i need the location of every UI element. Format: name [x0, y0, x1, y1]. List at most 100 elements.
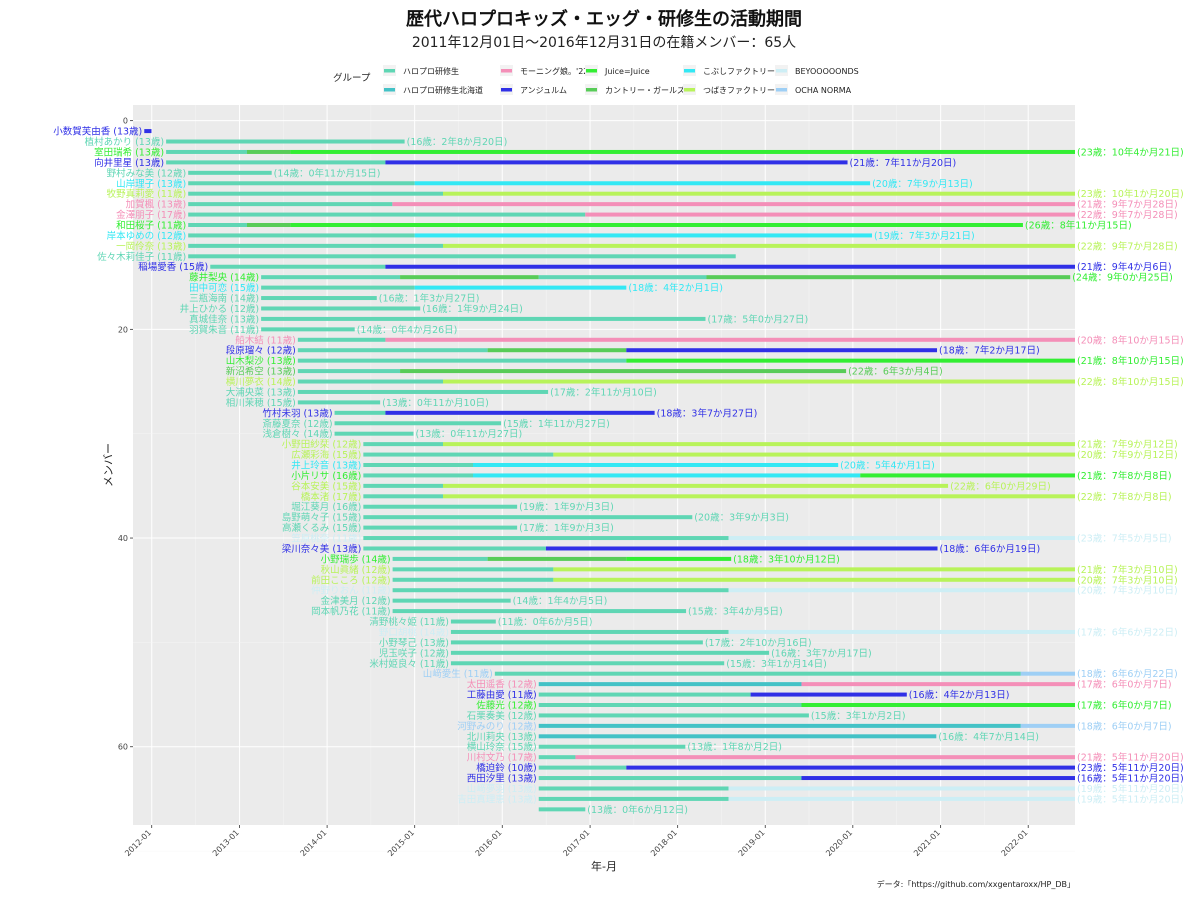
- bar-end-label: (16歳：4年7か月14日): [938, 731, 1039, 743]
- member-bar: [246, 149, 291, 154]
- member-bar: [538, 786, 729, 791]
- chart-title: 歴代ハロプロキッズ・エッグ・研修生の活動期間: [406, 8, 802, 30]
- member-bar: [297, 369, 401, 374]
- bar-end-label: (20歳：7年9か月12日): [1077, 449, 1178, 461]
- member-bar: [363, 536, 729, 541]
- member-bar: [392, 556, 488, 561]
- member-bar: [297, 337, 386, 342]
- bar-end-label: (21歳：7年8か月8日): [1077, 470, 1172, 482]
- member-label: 笠原桃奈 (11歳): [291, 533, 361, 545]
- bar-end-label: (17歳：6年0か月7日): [1077, 700, 1172, 712]
- member-bar: [188, 181, 415, 186]
- member-bar: [443, 379, 1076, 384]
- member-label: 金澤朋子 (17歳): [116, 209, 186, 221]
- legend-swatch: [684, 88, 695, 92]
- member-bar: [450, 629, 729, 634]
- member-bar: [363, 515, 693, 520]
- member-label: 太田遥香 (12歳): [467, 679, 537, 691]
- x-tick-label: 2015-01: [386, 828, 416, 858]
- member-bar: [553, 452, 1075, 457]
- member-bar: [472, 473, 861, 478]
- member-bar: [385, 337, 1076, 342]
- member-bar: [392, 609, 687, 614]
- member-bar: [728, 786, 1075, 791]
- member-bar: [261, 306, 421, 311]
- member-bar: [472, 463, 839, 467]
- member-label: 谷本安美 (15歳): [291, 480, 361, 492]
- member-label: 佐藤光 (12歳): [476, 700, 537, 712]
- member-bar: [144, 129, 152, 134]
- bar-end-label: (17歳：6年6か月22日): [1077, 626, 1178, 638]
- x-tick-label: 2018-01: [649, 828, 679, 858]
- member-bar: [443, 191, 1076, 196]
- legend-label: OCHA NORMA: [795, 86, 852, 95]
- member-label: 清野桃々姫 (11歳): [369, 616, 449, 628]
- member-bar: [553, 567, 1075, 572]
- member-bar: [414, 285, 627, 290]
- member-label: 斎藤夏奈 (12歳): [263, 418, 333, 430]
- member-bar: [261, 285, 415, 290]
- legend-label: こぶしファクトリー: [703, 67, 775, 76]
- member-bar: [363, 442, 444, 447]
- bar-end-label: (18歳：4年2か月1日): [628, 282, 723, 294]
- member-label: 岸本ゆめの (12歳): [107, 230, 187, 242]
- member-label: 浅倉樹々 (14歳): [263, 428, 333, 440]
- legend-swatch: [684, 69, 695, 73]
- member-bar: [297, 389, 549, 394]
- member-label: 小数賀芙由香 (13歳): [53, 126, 142, 138]
- bar-end-label: (24歳：9年0か月25日): [1072, 272, 1173, 284]
- bar-end-label: (20歳：7年3か月10日): [1077, 574, 1178, 586]
- member-label: 吉田真理恵 (13歳): [457, 793, 537, 805]
- bar-end-label: (11歳：0年6か月5日): [498, 616, 593, 628]
- member-bar: [626, 765, 1075, 770]
- member-label: 小片リサ (16歳): [291, 470, 361, 482]
- member-label: 加賀楓 (13歳): [126, 199, 187, 211]
- bar-end-label: (23歳：10年1か月20日): [1077, 188, 1184, 200]
- bar-end-label: (13歳：1年8か月2日): [687, 741, 782, 753]
- bar-end-label: (21歳：7年3か月10日): [1077, 564, 1178, 576]
- legend-swatch: [384, 69, 395, 73]
- member-bar: [188, 191, 444, 196]
- member-bar: [334, 410, 386, 415]
- bar-end-label: (22歳：6年3か月4日): [848, 366, 943, 378]
- member-label: 米村姫良々 (11歳): [369, 658, 449, 670]
- member-label: 岡本帆乃花 (11歳): [311, 606, 391, 618]
- member-label: 山﨑夢羽 (13歳): [467, 783, 537, 795]
- bar-end-label: (23歳：7年5か月5日): [1077, 533, 1172, 545]
- caption: データ:「https://github.com/xxgentaroxx/HP_D…: [877, 879, 1075, 889]
- member-label: 山木梨沙 (13歳): [226, 355, 296, 367]
- bar-end-label: (22歳：9年7か月28日): [1077, 240, 1178, 252]
- x-axis: 2012-01 2013-01 2014-01 2015-01 2016-01 2017-…: [123, 825, 1030, 858]
- member-bar: [392, 202, 1076, 207]
- bar-end-label: (20歳：5年4か月1日): [840, 460, 935, 472]
- bar-end-label: (20歳：3年9か月3日): [694, 512, 789, 524]
- x-tick-label: 2021-01: [912, 828, 942, 858]
- y-tick-label: 20: [118, 325, 128, 334]
- member-bar: [443, 483, 949, 488]
- member-label: 牧野真莉愛 (11歳): [107, 188, 187, 200]
- member-bar: [1020, 723, 1075, 728]
- member-label: 船木結 (11歳): [235, 334, 296, 346]
- bar-end-label: (15歳：3年1か月2日): [811, 710, 906, 722]
- member-bar: [363, 463, 473, 467]
- legend-swatch: [586, 88, 597, 92]
- member-bar: [392, 588, 729, 593]
- member-bar: [450, 640, 703, 645]
- member-label: 山岸理子 (13歳): [116, 178, 186, 190]
- member-label: 小野瑞歩 (14歳): [321, 553, 391, 565]
- bar-end-label: (22歳：8年10か月15日): [1077, 376, 1184, 388]
- member-bar: [363, 546, 546, 551]
- x-tick-label: 2013-01: [211, 828, 241, 858]
- member-bar: [538, 275, 707, 280]
- member-bar: [450, 650, 770, 655]
- member-bar: [261, 275, 401, 280]
- member-labels: 小数賀芙由香 (13歳)植村あかり (13歳) (16歳：2年8か月20日) 室田瑞…: [53, 126, 1183, 816]
- legend-swatch: [776, 69, 787, 73]
- member-label: 堀江葵月 (16歳): [291, 501, 361, 513]
- member-label: 梁川奈々美 (13歳): [282, 543, 362, 555]
- member-label: 橋迫鈴 (10歳): [476, 762, 537, 774]
- member-bar: [363, 483, 444, 488]
- member-bar: [538, 755, 576, 760]
- member-bar: [728, 588, 1075, 593]
- legend-title: グループ: [333, 72, 371, 84]
